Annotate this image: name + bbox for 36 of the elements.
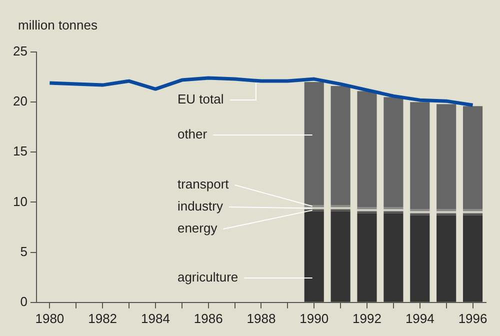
x-tick-label: 1996 (458, 310, 488, 326)
x-tick-label: 1986 (194, 310, 223, 326)
bar (357, 91, 377, 208)
bar (304, 211, 324, 302)
bar (357, 213, 377, 302)
x-tick-label: 1992 (352, 310, 382, 326)
x-tick-label: 1980 (35, 310, 64, 326)
bar (462, 106, 483, 210)
text: other (177, 126, 208, 142)
bar (304, 82, 324, 206)
bar (436, 104, 456, 210)
bar (330, 211, 350, 302)
y-tick-label: 20 (12, 94, 28, 109)
bar (330, 86, 350, 206)
bar (384, 97, 404, 208)
y-axis-title: million tonnes (18, 18, 98, 33)
x-tick-label: 1988 (246, 310, 276, 326)
y-tick-label: 10 (12, 194, 28, 209)
text: transport (177, 176, 230, 192)
y-tick-label: 25 (12, 44, 28, 59)
bar (384, 213, 404, 302)
x-tick-label: 1984 (140, 310, 170, 326)
bar (410, 215, 430, 302)
bar (462, 215, 483, 302)
text: agriculture (177, 270, 238, 285)
bar (410, 102, 430, 210)
y-tick-label: 15 (12, 144, 28, 159)
series-label: EU total (177, 92, 224, 107)
text: industry (177, 198, 224, 214)
y-tick-label: 0 (20, 294, 28, 309)
x-tick-label: 1990 (300, 310, 329, 326)
y-tick-label: 5 (20, 244, 28, 259)
text: energy (177, 220, 218, 236)
x-tick-label: 1994 (405, 310, 434, 326)
x-tick-label: 1982 (88, 310, 118, 326)
bar (436, 215, 456, 302)
